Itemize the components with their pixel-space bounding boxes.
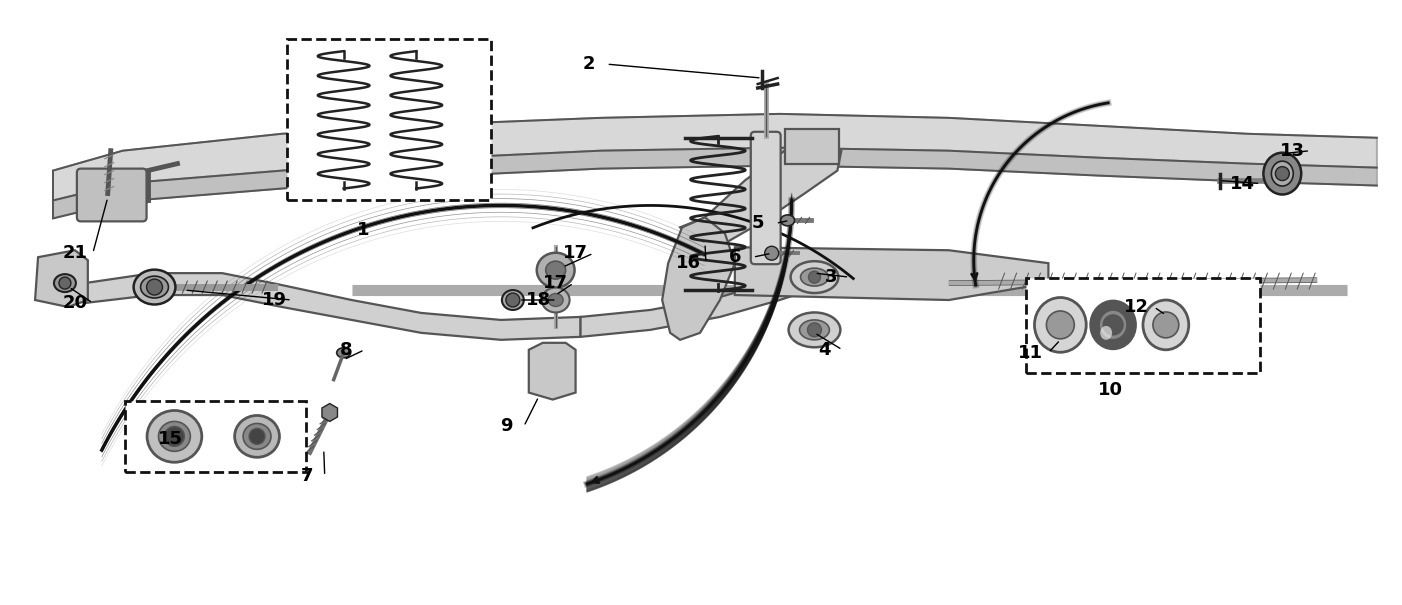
Text: 16: 16 [676, 254, 701, 272]
FancyBboxPatch shape [1026, 278, 1260, 373]
Text: 17: 17 [543, 274, 568, 292]
Circle shape [506, 293, 520, 307]
Circle shape [1152, 312, 1179, 338]
Text: 14: 14 [1230, 175, 1255, 192]
Ellipse shape [158, 422, 191, 451]
Text: 12: 12 [1123, 298, 1148, 316]
Circle shape [250, 428, 265, 444]
Ellipse shape [781, 215, 795, 226]
Ellipse shape [791, 261, 838, 293]
Text: 10: 10 [1098, 381, 1123, 399]
Ellipse shape [140, 276, 168, 298]
Circle shape [1103, 315, 1123, 335]
Text: 21: 21 [62, 244, 87, 262]
Text: 9: 9 [499, 417, 512, 436]
Ellipse shape [541, 287, 569, 312]
Polygon shape [735, 247, 1049, 300]
FancyBboxPatch shape [125, 401, 306, 473]
Ellipse shape [1091, 301, 1136, 349]
Ellipse shape [1263, 152, 1301, 194]
Circle shape [1046, 311, 1074, 339]
Ellipse shape [799, 320, 830, 340]
Circle shape [1276, 166, 1290, 180]
Circle shape [764, 246, 778, 260]
FancyBboxPatch shape [750, 132, 781, 264]
Ellipse shape [243, 424, 271, 450]
Polygon shape [529, 343, 576, 399]
Text: 3: 3 [826, 268, 837, 286]
Polygon shape [53, 148, 1377, 218]
Text: 8: 8 [341, 341, 353, 359]
Ellipse shape [801, 268, 829, 286]
Polygon shape [680, 144, 841, 250]
Ellipse shape [545, 261, 565, 279]
FancyBboxPatch shape [287, 39, 491, 200]
Ellipse shape [55, 274, 76, 292]
Text: 15: 15 [158, 430, 182, 448]
Text: 13: 13 [1280, 142, 1305, 160]
FancyBboxPatch shape [785, 129, 840, 163]
Text: 18: 18 [526, 291, 551, 309]
Ellipse shape [234, 416, 279, 457]
Text: 1: 1 [358, 221, 370, 240]
Circle shape [164, 427, 185, 446]
Text: 6: 6 [729, 248, 742, 266]
Ellipse shape [537, 253, 575, 287]
Text: 20: 20 [62, 294, 87, 312]
Polygon shape [662, 217, 735, 340]
Ellipse shape [1099, 310, 1127, 340]
Text: 11: 11 [1018, 344, 1043, 362]
Text: 7: 7 [300, 467, 313, 485]
Polygon shape [53, 114, 1377, 200]
Ellipse shape [1272, 161, 1293, 186]
Ellipse shape [548, 293, 564, 307]
Ellipse shape [1101, 326, 1112, 340]
Circle shape [147, 279, 163, 295]
Ellipse shape [1035, 298, 1087, 352]
Circle shape [59, 277, 72, 289]
Ellipse shape [502, 290, 524, 310]
Ellipse shape [147, 411, 202, 462]
Text: 2: 2 [582, 55, 594, 73]
Circle shape [808, 323, 822, 337]
Ellipse shape [336, 348, 350, 358]
Text: 17: 17 [564, 244, 587, 262]
Ellipse shape [788, 312, 840, 347]
Polygon shape [86, 273, 580, 340]
FancyBboxPatch shape [77, 169, 147, 221]
Polygon shape [580, 267, 819, 337]
Ellipse shape [133, 270, 175, 304]
Text: 5: 5 [751, 214, 764, 232]
Circle shape [809, 271, 820, 283]
Ellipse shape [1143, 300, 1189, 350]
Polygon shape [35, 250, 88, 307]
Text: 4: 4 [819, 341, 830, 359]
Text: 19: 19 [261, 291, 286, 309]
